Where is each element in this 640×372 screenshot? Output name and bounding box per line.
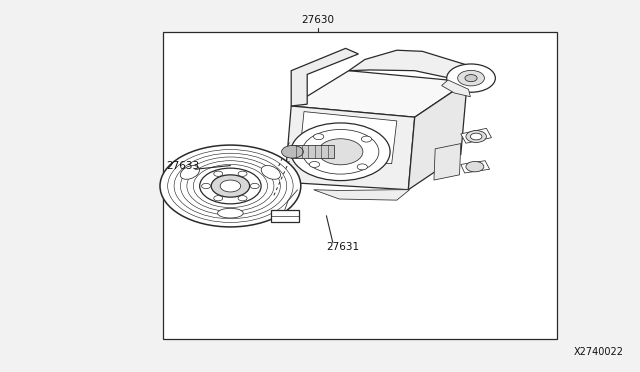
Circle shape bbox=[214, 196, 223, 201]
Circle shape bbox=[214, 171, 223, 176]
Polygon shape bbox=[271, 210, 299, 222]
Circle shape bbox=[466, 131, 486, 142]
Text: 27633: 27633 bbox=[166, 161, 199, 170]
Circle shape bbox=[470, 133, 482, 140]
Circle shape bbox=[362, 136, 372, 142]
Polygon shape bbox=[300, 112, 397, 164]
Circle shape bbox=[458, 70, 484, 86]
Circle shape bbox=[250, 183, 259, 189]
Circle shape bbox=[238, 171, 247, 176]
Polygon shape bbox=[461, 161, 490, 173]
Text: X2740022: X2740022 bbox=[574, 347, 624, 357]
Circle shape bbox=[238, 196, 247, 201]
Bar bbox=[163, 32, 557, 339]
Circle shape bbox=[309, 161, 319, 167]
Polygon shape bbox=[291, 145, 334, 158]
Circle shape bbox=[200, 168, 261, 204]
Circle shape bbox=[202, 183, 211, 189]
Circle shape bbox=[447, 64, 495, 92]
Circle shape bbox=[160, 145, 301, 227]
Circle shape bbox=[466, 161, 484, 172]
Ellipse shape bbox=[180, 166, 200, 179]
Circle shape bbox=[357, 164, 367, 170]
Polygon shape bbox=[291, 48, 358, 106]
Polygon shape bbox=[461, 128, 492, 143]
Ellipse shape bbox=[218, 208, 243, 218]
Text: 27631: 27631 bbox=[326, 243, 359, 252]
Polygon shape bbox=[434, 144, 461, 180]
Ellipse shape bbox=[291, 123, 390, 181]
Polygon shape bbox=[285, 106, 415, 190]
Polygon shape bbox=[291, 71, 467, 117]
Polygon shape bbox=[408, 82, 467, 190]
Circle shape bbox=[282, 145, 303, 158]
Polygon shape bbox=[442, 80, 470, 97]
Circle shape bbox=[314, 134, 324, 140]
Polygon shape bbox=[314, 190, 410, 200]
Text: 27630: 27630 bbox=[301, 16, 335, 25]
Circle shape bbox=[465, 74, 477, 81]
Circle shape bbox=[220, 180, 241, 192]
Ellipse shape bbox=[261, 166, 280, 179]
Circle shape bbox=[211, 175, 250, 197]
Polygon shape bbox=[349, 50, 467, 82]
Ellipse shape bbox=[318, 139, 363, 165]
